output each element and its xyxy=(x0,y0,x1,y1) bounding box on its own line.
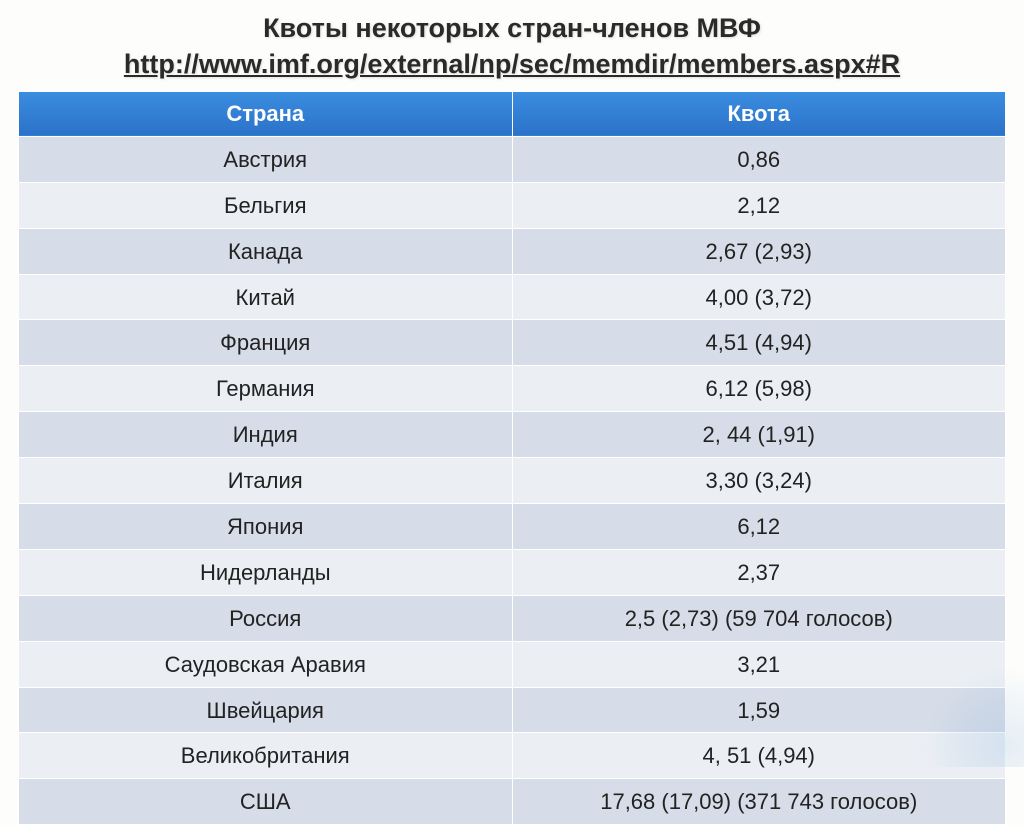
cell-quota: 4,00 (3,72) xyxy=(512,274,1006,320)
table-row: Канада2,67 (2,93) xyxy=(19,228,1006,274)
cell-quota: 1,59 xyxy=(512,687,1006,733)
table-row: Китай4,00 (3,72) xyxy=(19,274,1006,320)
cell-country: Китай xyxy=(19,274,513,320)
table-row: Нидерланды2,37 xyxy=(19,549,1006,595)
cell-country: Индия xyxy=(19,412,513,458)
table-row: Бельгия2,12 xyxy=(19,182,1006,228)
table-row: Япония6,12 xyxy=(19,504,1006,550)
table-row: Россия2,5 (2,73) (59 704 голосов) xyxy=(19,595,1006,641)
cell-quota: 2,12 xyxy=(512,182,1006,228)
title-line-2-url: http://www.imf.org/external/np/sec/memdi… xyxy=(124,49,900,79)
cell-quota: 3,30 (3,24) xyxy=(512,458,1006,504)
cell-country: Канада xyxy=(19,228,513,274)
cell-quota: 2,37 xyxy=(512,549,1006,595)
table-row: Саудовская Аравия3,21 xyxy=(19,641,1006,687)
table-row: Индия2, 44 (1,91) xyxy=(19,412,1006,458)
table-row: Швейцария1,59 xyxy=(19,687,1006,733)
cell-country: Великобритания xyxy=(19,733,513,779)
table-header-row: Страна Квота xyxy=(19,91,1006,136)
cell-country: Швейцария xyxy=(19,687,513,733)
cell-country: Япония xyxy=(19,504,513,550)
slide-title: Квоты некоторых стран-членов МВФ http://… xyxy=(18,10,1006,83)
cell-quota: 6,12 xyxy=(512,504,1006,550)
cell-quota: 2, 44 (1,91) xyxy=(512,412,1006,458)
cell-quota: 0,86 xyxy=(512,136,1006,182)
cell-country: Франция xyxy=(19,320,513,366)
cell-quota: 3,21 xyxy=(512,641,1006,687)
title-line-1: Квоты некоторых стран-членов МВФ xyxy=(263,13,761,43)
table-row: Франция4,51 (4,94) xyxy=(19,320,1006,366)
cell-quota: 6,12 (5,98) xyxy=(512,366,1006,412)
table-row: Германия6,12 (5,98) xyxy=(19,366,1006,412)
table-row: США17,68 (17,09) (371 743 голосов) xyxy=(19,779,1006,825)
cell-quota: 4,51 (4,94) xyxy=(512,320,1006,366)
cell-country: Нидерланды xyxy=(19,549,513,595)
cell-country: Саудовская Аравия xyxy=(19,641,513,687)
cell-quota: 2,5 (2,73) (59 704 голосов) xyxy=(512,595,1006,641)
cell-country: Германия xyxy=(19,366,513,412)
table-row: Австрия0,86 xyxy=(19,136,1006,182)
table-row: Италия3,30 (3,24) xyxy=(19,458,1006,504)
table-body: Австрия0,86 Бельгия2,12 Канада2,67 (2,93… xyxy=(19,136,1006,824)
cell-quota: 2,67 (2,93) xyxy=(512,228,1006,274)
cell-country: Австрия xyxy=(19,136,513,182)
cell-country: Бельгия xyxy=(19,182,513,228)
cell-country: Италия xyxy=(19,458,513,504)
cell-country: Россия xyxy=(19,595,513,641)
col-country: Страна xyxy=(19,91,513,136)
cell-country: США xyxy=(19,779,513,825)
table-row: Великобритания4, 51 (4,94) xyxy=(19,733,1006,779)
cell-quota: 4, 51 (4,94) xyxy=(512,733,1006,779)
cell-quota: 17,68 (17,09) (371 743 голосов) xyxy=(512,779,1006,825)
col-quota: Квота xyxy=(512,91,1006,136)
slide-container: Квоты некоторых стран-членов МВФ http://… xyxy=(0,0,1024,767)
quota-table: Страна Квота Австрия0,86 Бельгия2,12 Кан… xyxy=(18,91,1006,825)
